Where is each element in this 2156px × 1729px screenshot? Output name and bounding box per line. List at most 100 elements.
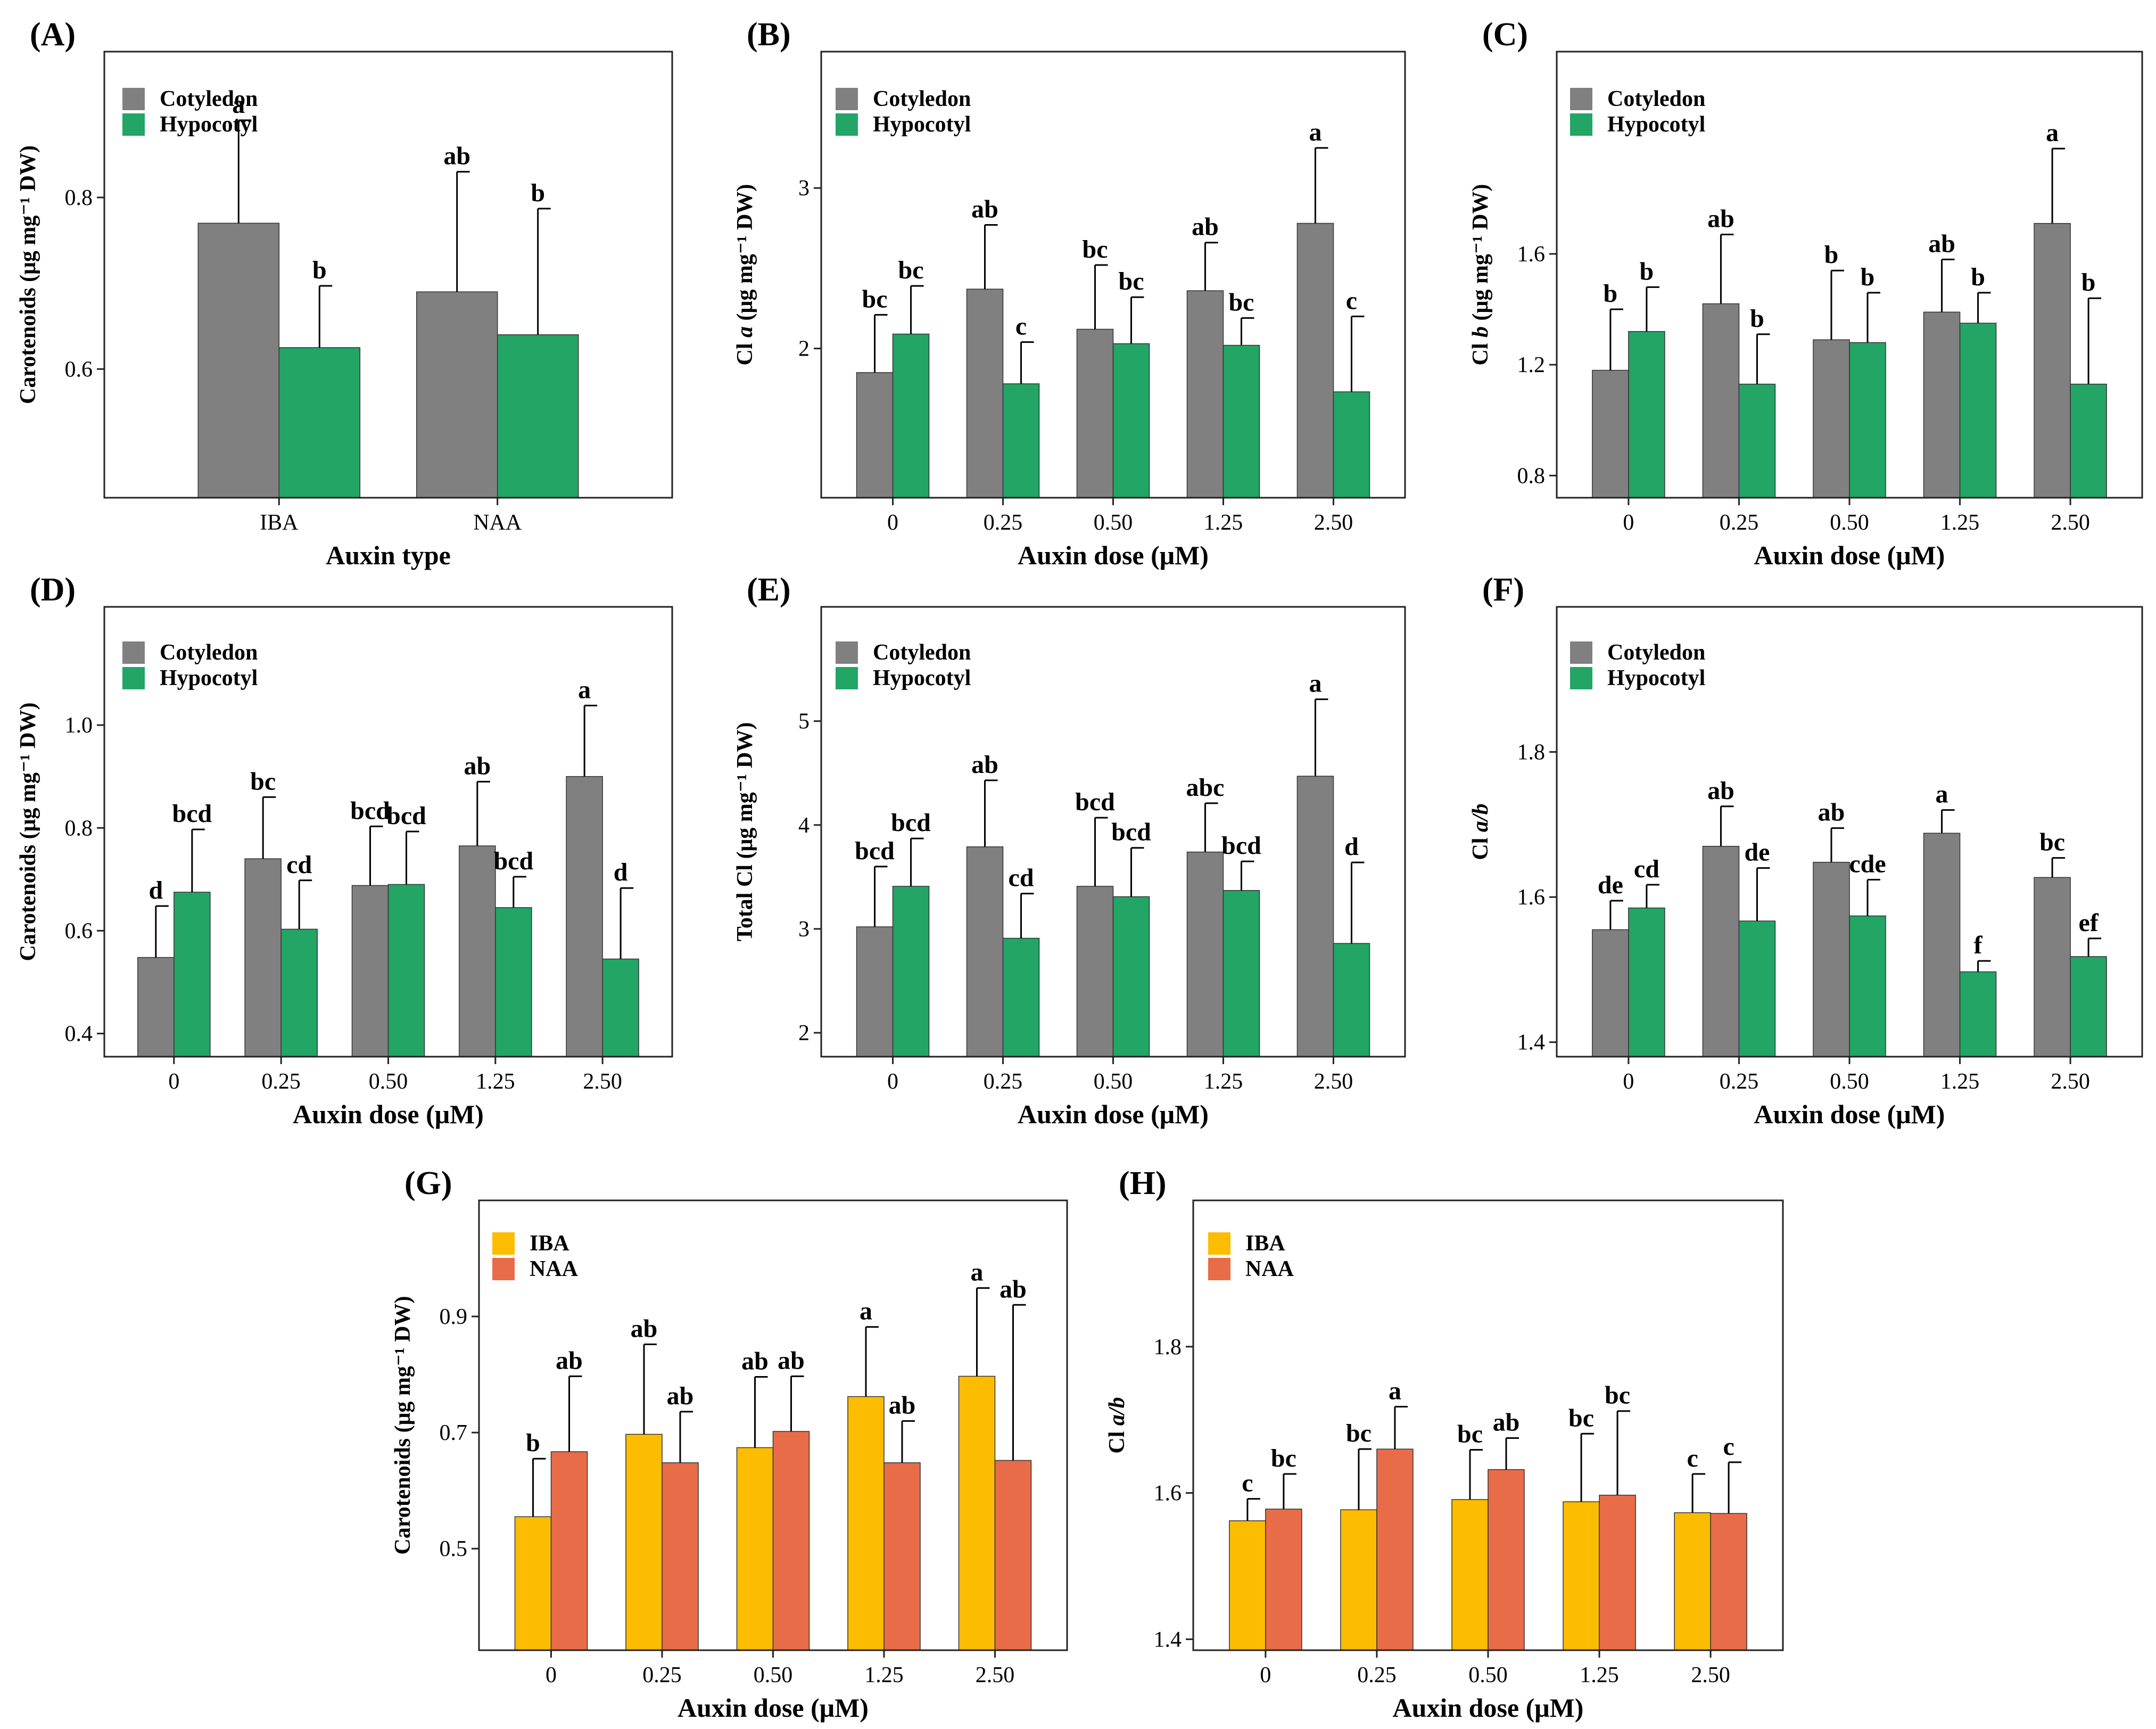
- x-tick-label: 0.25: [1720, 1069, 1759, 1094]
- x-tick-label: 0: [887, 511, 898, 535]
- significance-label: d: [1344, 833, 1359, 861]
- plot-frame: [103, 51, 673, 499]
- significance-label: ab: [778, 1346, 805, 1374]
- significance-label: ab: [741, 1347, 769, 1375]
- x-tick-label: 1.25: [1204, 1069, 1243, 1094]
- bar: [883, 1462, 921, 1651]
- bar: [387, 884, 425, 1057]
- y-tick-label: 4: [798, 813, 809, 838]
- x-tick-label: 2.50: [1314, 1069, 1353, 1094]
- significance-label: ab: [464, 752, 491, 780]
- significance-label: b: [1604, 279, 1618, 308]
- significance-label: c: [1687, 1444, 1698, 1472]
- legend-swatch: [492, 1258, 515, 1280]
- bar: [958, 1376, 996, 1651]
- significance-label: bc: [1271, 1444, 1296, 1472]
- legend-label: Hypocotyl: [1607, 666, 1705, 690]
- bar: [1333, 943, 1370, 1057]
- bar: [1813, 861, 1850, 1057]
- legend-swatch: [1208, 1258, 1230, 1280]
- legend-swatch: [836, 641, 858, 664]
- significance-label: bcd: [1221, 831, 1261, 860]
- significance-label: d: [149, 876, 163, 904]
- bar: [174, 892, 211, 1057]
- bar: [566, 776, 603, 1057]
- significance-label: bc: [1457, 1420, 1483, 1448]
- y-tick-label: 3: [798, 176, 809, 201]
- significance-label: ab: [443, 142, 470, 170]
- bar: [966, 846, 1004, 1057]
- legend-label: IBA: [1245, 1231, 1285, 1256]
- x-tick-label: 2.50: [2051, 511, 2090, 535]
- x-tick-label: 0.25: [984, 511, 1023, 535]
- y-tick-label: 0.4: [65, 1022, 93, 1047]
- x-tick-label: 0.50: [1830, 511, 1869, 535]
- bar: [1076, 328, 1114, 498]
- legend-label: Cotyledon: [873, 640, 971, 665]
- significance-label: ab: [971, 751, 998, 779]
- bar: [2070, 383, 2107, 498]
- panel-label: (D): [30, 572, 76, 608]
- x-axis-label: Auxin type: [326, 540, 451, 570]
- y-axis-label: Cl b (μg mg⁻¹ DW): [1468, 184, 1493, 366]
- bar: [1674, 1512, 1711, 1651]
- significance-label: b: [526, 1429, 540, 1457]
- significance-label: cd: [1009, 864, 1034, 892]
- bar: [1599, 1494, 1636, 1651]
- significance-label: a: [970, 1258, 983, 1287]
- significance-label: bc: [1119, 267, 1144, 295]
- legend-swatch: [836, 88, 858, 110]
- bar: [278, 347, 361, 498]
- legend-swatch: [1570, 113, 1592, 136]
- legend-swatch: [1570, 641, 1592, 664]
- bar: [892, 886, 930, 1057]
- significance-label: b: [1824, 241, 1839, 269]
- x-axis-label: Auxin dose (μM): [293, 1099, 484, 1129]
- significance-label: bcd: [493, 847, 533, 875]
- y-tick-label: 1.4: [1154, 1627, 1182, 1652]
- x-tick-label: 2.50: [1691, 1663, 1730, 1687]
- significance-label: ab: [999, 1275, 1027, 1303]
- y-tick-label: 1.0: [65, 713, 93, 738]
- significance-label: a: [2046, 119, 2059, 147]
- panel-label: (G): [404, 1165, 452, 1201]
- bar: [1628, 907, 1665, 1057]
- x-tick-label: 1.25: [864, 1663, 904, 1687]
- significance-label: b: [1861, 263, 1875, 291]
- bar: [1076, 886, 1114, 1057]
- legend-label: Hypocotyl: [160, 666, 258, 690]
- bar: [1959, 971, 1997, 1057]
- legend-label: Cotyledon: [160, 87, 258, 111]
- bar: [459, 845, 496, 1057]
- y-tick-label: 1.6: [1517, 885, 1546, 910]
- x-tick-label: IBA: [260, 511, 299, 535]
- x-tick-label: 0: [168, 1069, 179, 1094]
- y-tick-label: 0.6: [65, 357, 93, 382]
- significance-label: b: [1750, 304, 1764, 333]
- legend-swatch: [122, 667, 145, 689]
- legend-label: Cotyledon: [873, 87, 971, 111]
- bar: [514, 1516, 552, 1651]
- significance-label: bc: [862, 285, 888, 313]
- significance-label: a: [1936, 780, 1948, 809]
- bar: [280, 928, 318, 1057]
- bar: [1002, 937, 1040, 1057]
- bar: [351, 885, 389, 1057]
- x-axis-label: Auxin dose (μM): [1018, 540, 1209, 570]
- bar: [244, 858, 282, 1057]
- x-tick-label: 0: [1260, 1663, 1271, 1687]
- significance-label: ab: [971, 195, 998, 224]
- x-tick-label: 0.25: [984, 1069, 1023, 1094]
- legend-label: IBA: [530, 1231, 569, 1256]
- y-tick-label: 2: [798, 337, 809, 361]
- x-tick-label: 0.50: [1094, 511, 1133, 535]
- bar: [1340, 1509, 1377, 1651]
- significance-label: a: [860, 1297, 872, 1325]
- bar: [1592, 369, 1629, 498]
- legend-label: NAA: [1245, 1257, 1294, 1281]
- significance-label: bcd: [172, 800, 212, 828]
- significance-label: bcd: [891, 809, 931, 837]
- significance-label: a: [578, 676, 591, 704]
